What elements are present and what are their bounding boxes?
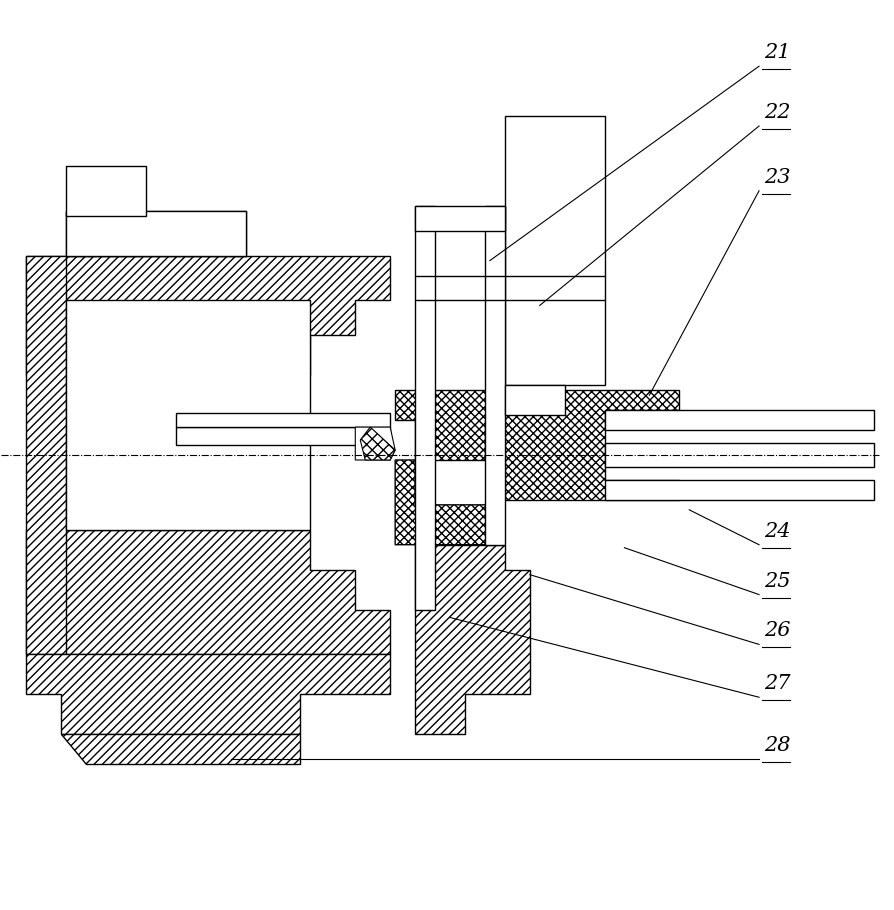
Text: 22: 22	[763, 103, 789, 122]
Bar	[415, 206, 434, 610]
Polygon shape	[61, 734, 300, 764]
Text: 27: 27	[763, 674, 789, 693]
Bar	[66, 166, 146, 216]
Text: 28: 28	[763, 736, 789, 755]
Bar	[175, 413, 390, 427]
Text: 25: 25	[763, 571, 789, 591]
Bar	[603, 410, 873, 430]
Polygon shape	[26, 530, 390, 654]
Bar	[66, 300, 310, 530]
Bar	[415, 206, 504, 231]
Bar	[504, 116, 603, 385]
Bar	[504, 385, 564, 415]
Bar	[603, 443, 873, 467]
Bar	[175, 427, 390, 445]
Polygon shape	[26, 256, 390, 375]
Polygon shape	[395, 390, 504, 460]
Polygon shape	[26, 654, 390, 734]
Polygon shape	[504, 390, 679, 500]
Bar	[485, 206, 504, 545]
Bar	[26, 256, 66, 654]
Bar	[603, 480, 873, 500]
Polygon shape	[355, 427, 395, 460]
Bar	[66, 211, 245, 256]
Polygon shape	[395, 460, 504, 545]
Text: 21: 21	[763, 43, 789, 62]
Polygon shape	[415, 545, 529, 734]
Text: 23: 23	[763, 167, 789, 187]
Polygon shape	[66, 211, 245, 256]
Polygon shape	[360, 427, 395, 460]
Text: 24: 24	[763, 521, 789, 541]
Text: 26: 26	[763, 622, 789, 641]
